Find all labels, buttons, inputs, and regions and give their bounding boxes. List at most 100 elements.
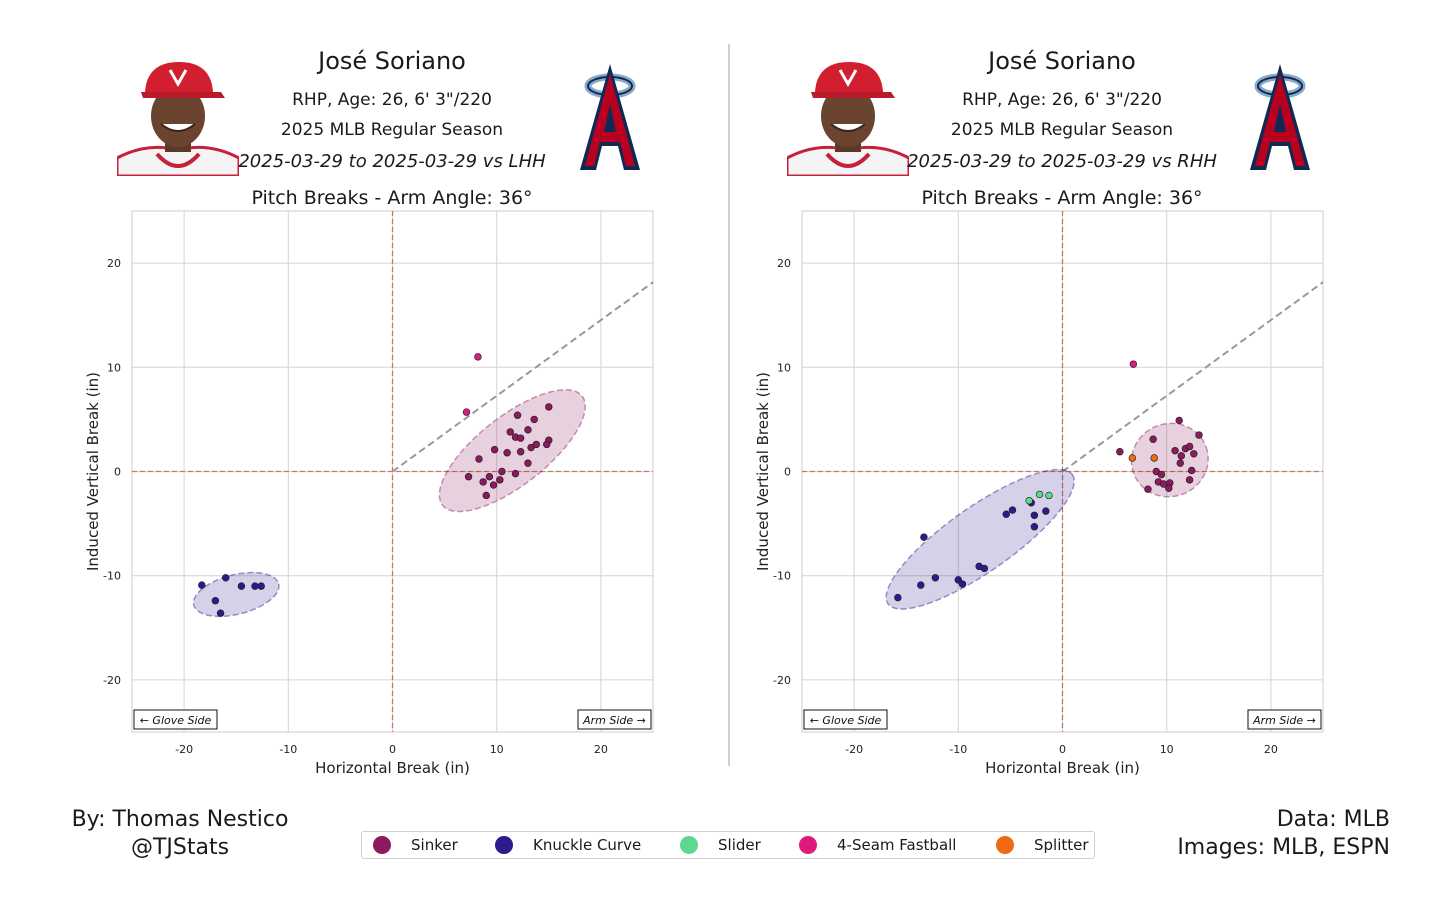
pitch-ellipse-sinker <box>1130 422 1209 498</box>
x-tick-label: -20 <box>845 743 863 756</box>
arm-side-box <box>577 709 652 730</box>
legend-item: Sinker <box>373 832 458 858</box>
split-label: 2025-03-29 to 2025-03-29 vs RHH <box>907 151 1217 172</box>
author-name: By: Thomas Nestico <box>71 807 289 832</box>
pitch-point-sinker <box>1188 466 1196 475</box>
data-credit: Data: MLB Images: MLB, ESPN <box>1177 806 1390 862</box>
x-tick-label: 10 <box>1160 743 1174 756</box>
pitch-point-sinker <box>530 415 538 424</box>
pitch-point-4-seam-fastball <box>462 408 471 416</box>
y-tick-label: 0 <box>114 466 121 479</box>
plot-title: Pitch Breaks - Arm Angle: 36° <box>921 187 1203 209</box>
x-tick-label: 0 <box>389 743 396 756</box>
season-label: 2025 MLB Regular Season <box>280 120 504 140</box>
arm-angle-line <box>391 281 654 473</box>
pitch-break-chart: -20 -10 0 10 20 -20 -10 0 10 20 Horizontal Break (… <box>754 210 1324 777</box>
player-name: José Soriano <box>988 47 1136 75</box>
arm-side-box <box>1247 709 1322 730</box>
pitch-point-splitter <box>1128 454 1137 462</box>
pitch-point-knuckle-curve <box>257 582 265 590</box>
legend-item: Slider <box>680 832 761 858</box>
legend-marker <box>680 836 698 854</box>
pitch-ellipse-knuckle-curve <box>192 571 280 618</box>
legend-marker <box>996 836 1014 854</box>
x-tick-label: 0 <box>1059 743 1066 756</box>
pitch-point-sinker <box>532 440 540 449</box>
data-source: Data: MLB <box>1276 807 1390 832</box>
glove-side-label: ← Glove Side <box>810 714 882 727</box>
pitch-point-knuckle-curve <box>216 609 225 617</box>
pitch-point-sinker <box>1171 446 1179 455</box>
pitch-ellipse-knuckle-curve <box>885 468 1075 610</box>
pitch-point-knuckle-curve <box>211 597 220 605</box>
pitch-point-knuckle-curve <box>198 581 206 589</box>
x-tick-label: -10 <box>949 743 967 756</box>
pitch-point-4-seam-fastball <box>474 353 482 361</box>
legend-item: Splitter <box>996 832 1089 858</box>
pitch-point-sinker <box>1157 470 1166 479</box>
pitch-point-sinker <box>498 467 506 476</box>
pitch-point-sinker <box>482 491 490 500</box>
x-tick-label: -20 <box>175 743 193 756</box>
pitch-point-knuckle-curve <box>1030 523 1039 531</box>
legend-label: Sinker <box>411 836 458 854</box>
pitch-point-sinker <box>1176 459 1184 467</box>
pitch-break-chart: -20 -10 0 10 20 -20 -10 0 10 20 Horizontal Break (… <box>84 210 654 777</box>
pitch-point-sinker <box>1175 416 1183 425</box>
glove-side-box <box>803 709 888 730</box>
pitch-point-4-seam-fastball <box>1129 360 1138 368</box>
legend-marker <box>373 836 391 854</box>
left-panel: José Soriano RHP, Age: 26, 6' 3"/220 202… <box>0 0 700 790</box>
pitch-point-sinker <box>1149 435 1157 443</box>
pitch-point-slider <box>1035 490 1044 499</box>
player-bio: RHP, Age: 26, 6' 3"/220 <box>292 90 492 110</box>
y-tick-label: 10 <box>107 361 121 374</box>
pitch-point-sinker <box>1185 442 1194 451</box>
legend-item: Knuckle Curve <box>495 832 641 858</box>
split-label: 2025-03-29 to 2025-03-29 vs LHH <box>238 151 546 172</box>
pitch-point-sinker <box>503 449 511 457</box>
angels-logo-icon <box>580 64 640 170</box>
pitch-point-knuckle-curve <box>237 582 246 590</box>
pitch-point-sinker <box>516 448 525 456</box>
pitch-point-slider <box>1045 491 1053 500</box>
pitch-point-knuckle-curve <box>1030 511 1039 519</box>
y-axis-label: Induced Vertical Break (in) <box>754 372 772 571</box>
pitch-point-sinker <box>513 411 522 419</box>
glove-side-box <box>133 709 218 730</box>
pitch-point-sinker <box>516 434 525 442</box>
pitch-point-sinker <box>511 469 520 478</box>
image-source: Images: MLB, ESPN <box>1177 835 1390 860</box>
author-credit: By: Thomas Nestico @TJStats <box>60 806 300 862</box>
pitch-ellipse-sinker <box>438 389 587 513</box>
angels-logo-icon <box>1250 64 1310 170</box>
player-headshot-icon <box>117 58 239 176</box>
player-headshot-icon <box>787 58 909 176</box>
arm-angle-line <box>1061 281 1324 473</box>
pitch-point-sinker <box>524 459 532 467</box>
panel-divider <box>728 44 730 766</box>
pitch-point-sinker <box>1190 450 1198 458</box>
x-axis-label: Horizontal Break (in) <box>315 759 470 777</box>
glove-side-label: ← Glove Side <box>140 714 212 727</box>
x-tick-label: 20 <box>1264 743 1278 756</box>
legend-label: 4-Seam Fastball <box>837 836 957 854</box>
arm-side-label: Arm Side → <box>1252 714 1316 727</box>
author-handle: @TJStats <box>130 835 230 860</box>
pitch-point-knuckle-curve <box>894 593 902 602</box>
pitch-point-sinker <box>1165 484 1173 492</box>
season-label: 2025 MLB Regular Season <box>950 120 1174 140</box>
player-name: José Soriano <box>318 47 466 75</box>
pitch-point-knuckle-curve <box>1002 510 1010 518</box>
legend-label: Knuckle Curve <box>533 836 642 854</box>
x-tick-label: 10 <box>490 743 504 756</box>
y-tick-label: 20 <box>777 257 791 270</box>
pitch-point-slider <box>1025 496 1033 505</box>
legend: Sinker Knuckle Curve Slider 4-Seam Fastb… <box>361 831 1095 859</box>
pitch-point-sinker <box>506 428 514 436</box>
y-axis-label: Induced Vertical Break (in) <box>84 372 102 571</box>
pitch-point-knuckle-curve <box>931 574 940 582</box>
legend-label: Splitter <box>1034 836 1089 854</box>
pitch-point-sinker <box>464 473 473 481</box>
pitch-point-knuckle-curve <box>1042 507 1050 515</box>
